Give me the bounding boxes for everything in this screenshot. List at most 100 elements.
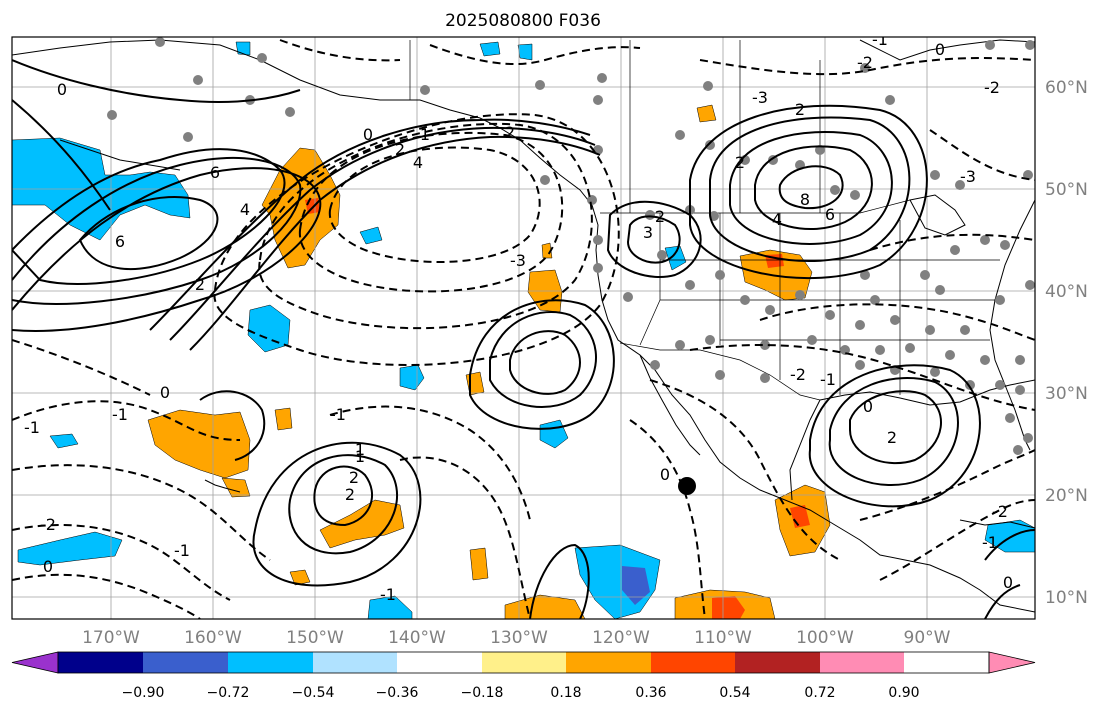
- contour-label: -1: [24, 418, 40, 437]
- contour-dash-n2: [279, 39, 401, 62]
- contour-dash-w1: [12, 400, 241, 441]
- coast-westcoast: [591, 204, 1035, 613]
- colorbar-segment: [58, 652, 143, 673]
- colorbar-segment: [143, 652, 228, 673]
- contour-label: 4: [240, 200, 250, 219]
- contour-plains-2: [754, 145, 873, 230]
- lon-label: 90°W: [904, 628, 951, 648]
- colorbar-tick-label: 0.18: [550, 685, 581, 701]
- contour-misc-4: [984, 584, 1021, 619]
- contour-label: 3: [643, 223, 653, 242]
- colorbar-tick-label: 0.54: [719, 685, 750, 701]
- contour-label: -3: [752, 88, 768, 107]
- contour-label: 0: [57, 80, 67, 99]
- colorbar-tick-label: 0.72: [804, 685, 835, 701]
- coast-mexico-gulf: [789, 399, 821, 501]
- shade-cool-11: [479, 41, 501, 57]
- shade-cool-13: [235, 41, 251, 56]
- coast-hudson: [859, 39, 1035, 61]
- coast-florida: [1004, 384, 1031, 451]
- map-area: 6 6 4 2 0 1 2 4 2 8 6 4 2 2 3 2 2 0 1 2 …: [12, 30, 1035, 619]
- contour-label: 2: [735, 153, 745, 172]
- contour-dash-w5: [12, 339, 151, 396]
- longitude-labels: 170°W 160°W 150°W 140°W 130°W 120°W 110°…: [82, 628, 951, 648]
- contour-misc-1: [199, 390, 266, 461]
- lat-label: 20°N: [1045, 486, 1088, 506]
- colorbar-extend-low: [11, 651, 59, 674]
- shade-warm-5: [289, 569, 311, 586]
- contour-dash-c4: [649, 379, 841, 561]
- latitude-labels: 60°N 50°N 40°N 30°N 20°N 10°N: [1045, 78, 1088, 608]
- contour-label: -1: [820, 370, 836, 389]
- colorbar-segment: [397, 652, 482, 673]
- lat-label: 50°N: [1045, 180, 1088, 200]
- shade-cool-6: [17, 531, 123, 566]
- contour-label: -3: [960, 167, 976, 186]
- shaded-anomalies: [12, 41, 1035, 619]
- colorbar-tick-label: 0.90: [888, 685, 919, 701]
- contour-jet-4: [12, 59, 301, 103]
- colorbar-segment: [820, 652, 904, 673]
- coast-caribbean: [959, 519, 1035, 529]
- map-frame: [11, 36, 1036, 620]
- contour-jet-3: [189, 135, 601, 351]
- shade-warm-14: [696, 104, 717, 123]
- contour-dash-c3: [629, 419, 706, 619]
- colorbar-segment: [735, 652, 820, 673]
- shade-warm-gulf: [261, 147, 341, 269]
- contour-plains-1: [778, 165, 844, 210]
- map-title: 2025080800 F036: [445, 11, 601, 31]
- contour-label: -3: [510, 251, 526, 270]
- contour-label: -1: [330, 405, 346, 424]
- contour-gulf-low-4: [213, 113, 620, 366]
- contour-label: -1: [872, 30, 888, 49]
- contour-label: 0: [660, 465, 670, 484]
- contour-jet-1: [149, 118, 591, 331]
- shade-warm-4: [319, 499, 405, 549]
- contour-dash-e1: [699, 57, 1035, 76]
- contour-label: -1: [380, 585, 396, 604]
- contour-label: 2: [505, 123, 515, 142]
- contour-plains-5: [689, 104, 928, 280]
- contour-hawaii-2: [288, 454, 399, 555]
- contour-pacific-4: [78, 196, 219, 271]
- contour-label: 0: [43, 557, 53, 576]
- contour-dash-c2: [399, 456, 531, 619]
- contour-label: -1: [174, 541, 190, 560]
- contour-dash-e4: [759, 303, 1035, 341]
- shade-cold-1: [622, 566, 650, 605]
- contour-plains-4: [709, 116, 911, 262]
- border-us-canada: [600, 199, 911, 214]
- contour-label: 2: [655, 207, 665, 226]
- contour-dash-w4: [12, 573, 201, 619]
- contour-gulf-low-2: [298, 131, 564, 293]
- shade-warm-2: [221, 477, 251, 498]
- colorbar-segment: [313, 652, 397, 673]
- contour-label: -1: [112, 405, 128, 424]
- lon-label: 130°W: [490, 628, 548, 648]
- coast-hawaii: [204, 479, 241, 493]
- shade-cool-9: [984, 519, 1035, 553]
- contour-ne-high-3: [469, 299, 615, 430]
- coast-greatlakes: [909, 194, 966, 236]
- border-canada-prov: [629, 40, 821, 213]
- contour-misc-3: [984, 529, 1035, 561]
- contour-label: -1: [982, 533, 998, 552]
- shade-warm-9: [469, 547, 489, 581]
- contour-label: 1: [355, 447, 365, 466]
- colorbar-outline: [57, 651, 990, 674]
- contour-label: 4: [772, 210, 782, 229]
- contours-dashed: [12, 39, 1035, 619]
- contour-labels: 6 6 4 2 0 1 2 4 2 8 6 4 2 2 3 2 2 0 1 2 …: [24, 30, 1013, 604]
- contour-hawaii-1: [313, 465, 374, 527]
- contour-label: -2: [992, 502, 1008, 521]
- contour-gulf-low-1: [328, 146, 541, 263]
- contour-label: 6: [115, 232, 125, 251]
- contour-label: 2: [887, 428, 897, 447]
- contour-label: 6: [825, 205, 835, 224]
- shade-cool-3: [359, 226, 383, 245]
- shade-cool-5: [49, 433, 79, 449]
- contour-label: 0: [363, 125, 373, 144]
- contour-label: 0: [863, 397, 873, 416]
